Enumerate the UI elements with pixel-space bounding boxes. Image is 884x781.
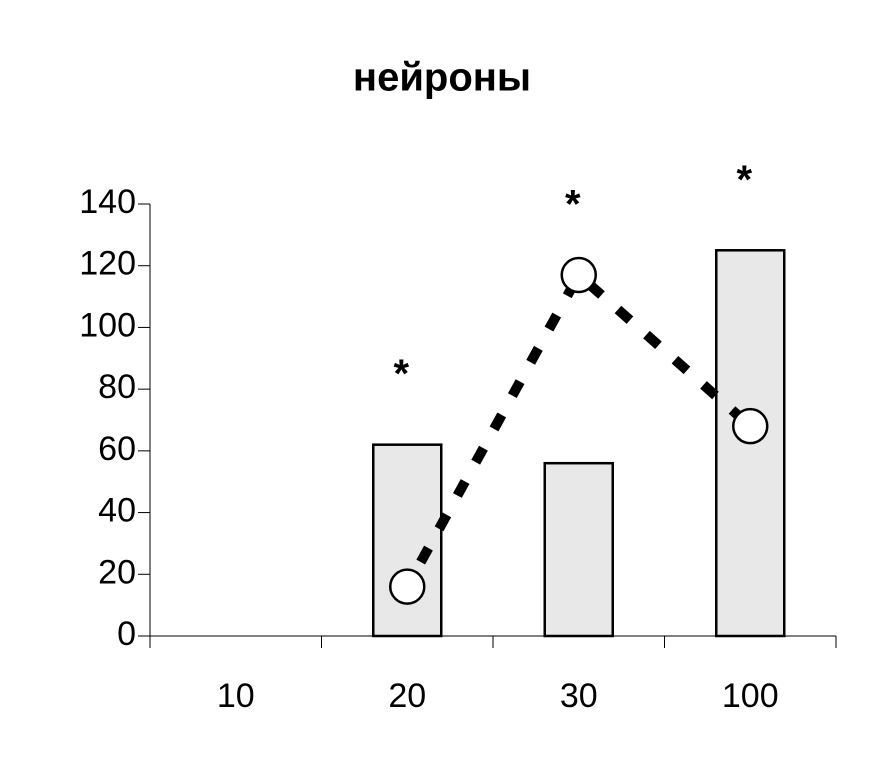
x-tick-label: 30 [560,677,598,715]
y-tick-label: 140 [79,183,136,221]
line [402,267,754,590]
annotation: * [736,158,752,202]
y-tick-label: 0 [117,615,136,653]
y-tick-label: 20 [98,553,136,591]
annotation: * [393,352,409,396]
line-marker [560,256,597,294]
line-marker [732,407,769,445]
x-tick-label: 10 [217,677,255,715]
chart-title: нейроны [353,56,531,100]
annotation: * [565,183,581,227]
y-tick-label: 60 [98,430,136,468]
y-tick-label: 80 [98,368,136,406]
y-tick-label: 100 [79,306,136,344]
x-tick-label: 20 [388,677,426,715]
y-tick-label: 120 [79,245,136,283]
bar [543,461,614,638]
line-marker [389,568,426,605]
x-tick-label: 100 [722,677,779,715]
y-tick-label: 40 [98,492,136,530]
bar [372,443,443,638]
